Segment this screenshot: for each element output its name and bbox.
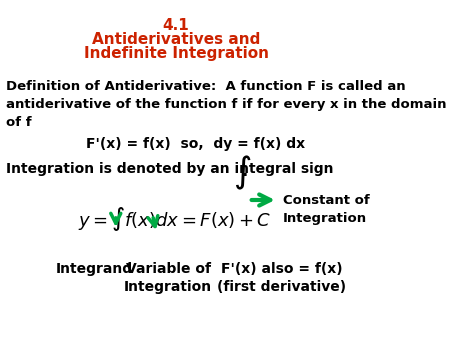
Text: $\int$: $\int$ xyxy=(233,154,252,192)
Text: Definition of Antiderivative:  A function F is called an
antiderivative of the f: Definition of Antiderivative: A function… xyxy=(6,80,447,129)
Text: F'(x) also = f(x)
(first derivative): F'(x) also = f(x) (first derivative) xyxy=(217,262,346,294)
Text: F'(x) = f(x)  so,  dy = f(x) dx: F'(x) = f(x) so, dy = f(x) dx xyxy=(86,137,305,151)
Text: .: . xyxy=(241,162,248,180)
Text: Variable of
Integration: Variable of Integration xyxy=(124,262,212,294)
Text: Indefinite Integration: Indefinite Integration xyxy=(84,46,269,61)
Text: Integrand: Integrand xyxy=(55,262,132,276)
Text: 4.1: 4.1 xyxy=(162,18,189,33)
Text: Constant of
Integration: Constant of Integration xyxy=(283,194,370,225)
Text: Antiderivatives and: Antiderivatives and xyxy=(92,32,260,47)
Text: Integration is denoted by an integral sign: Integration is denoted by an integral si… xyxy=(6,162,334,176)
Text: $y = \int f(x)dx = F(x) + C$: $y = \int f(x)dx = F(x) + C$ xyxy=(78,205,271,233)
